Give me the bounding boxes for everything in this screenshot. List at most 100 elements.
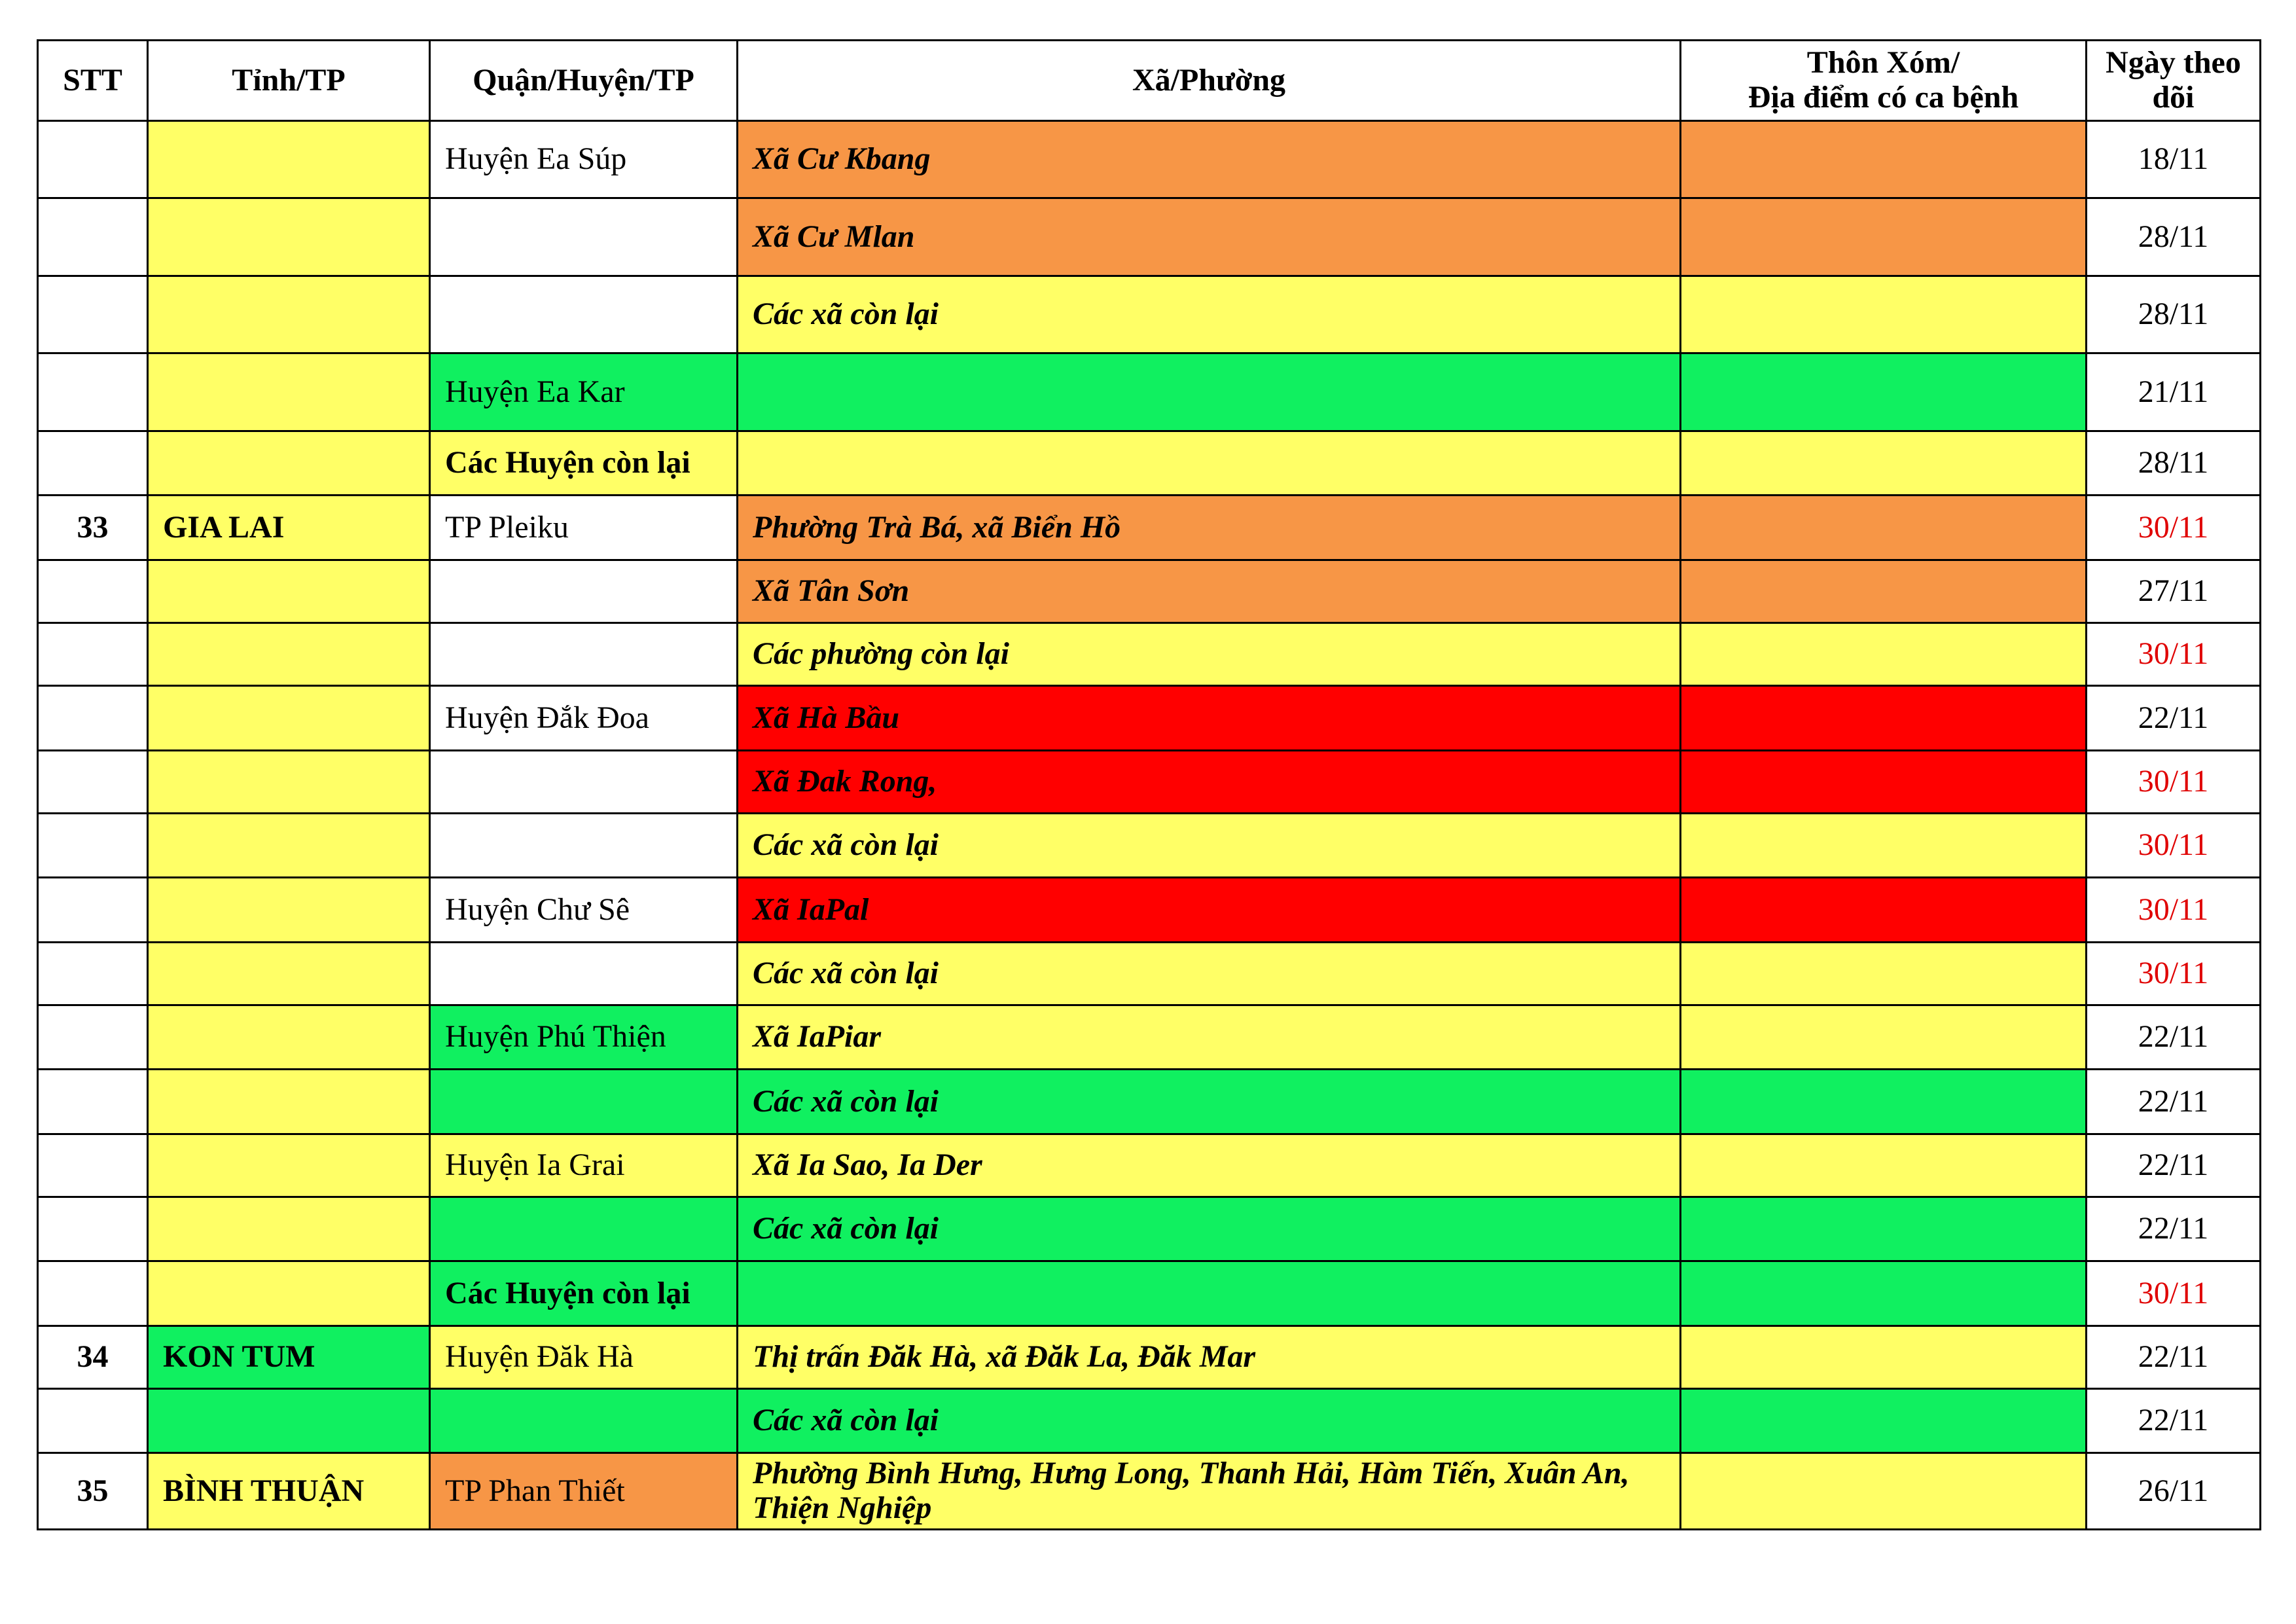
table-cell — [147, 685, 431, 751]
table-cell: Huyện Ea Kar — [429, 352, 738, 432]
table-cell: Các Huyện còn lại — [429, 1260, 738, 1327]
table-cell: Huyện Ea Súp — [429, 120, 738, 199]
table-cell — [1679, 1388, 2087, 1454]
table-cell — [429, 1068, 738, 1135]
table-cell: Huyện Ia Grai — [429, 1133, 738, 1198]
table-cell: Xã Ia Sao, Ia Der — [736, 1133, 1681, 1198]
table-cell — [37, 941, 149, 1006]
table-cell — [1679, 622, 2087, 687]
table-cell: Xã Tân Sơn — [736, 559, 1681, 624]
table-cell — [429, 622, 738, 687]
table-cell — [37, 876, 149, 943]
table-cell: Huyện Phú Thiện — [429, 1004, 738, 1070]
table-cell — [147, 197, 431, 277]
table-cell — [429, 197, 738, 277]
table-cell: Các Huyện còn lại — [429, 430, 738, 496]
table-row: Huyện Chư Sê Xã IaPal 30/11 — [37, 876, 2261, 943]
table-cell — [147, 1260, 431, 1327]
table-cell: 28/11 — [2085, 275, 2261, 354]
column-header: STT — [37, 39, 149, 122]
table-cell — [1679, 1068, 2087, 1135]
table-cell: Thị trấn Đăk Hà, xã Đăk La, Đăk Mar — [736, 1325, 1681, 1390]
table-row: 33 GIA LAI TP Pleiku Phường Trà Bá, xã Biển… — [37, 494, 2261, 561]
table-cell: 26/11 — [2085, 1452, 2261, 1530]
table-cell — [1679, 197, 2087, 277]
table-cell — [147, 812, 431, 878]
table-cell: 30/11 — [2085, 1260, 2261, 1327]
table-row: Huyện Ea Súp Xã Cư Kbang 18/11 — [37, 120, 2261, 199]
table-cell — [37, 430, 149, 496]
table-cell — [1679, 1452, 2087, 1530]
table-cell — [147, 352, 431, 432]
column-header: Thôn Xóm/ Địa điểm có ca bệnh — [1679, 39, 2087, 122]
table-cell — [147, 1388, 431, 1454]
table-cell — [147, 120, 431, 199]
table-cell: 28/11 — [2085, 430, 2261, 496]
table-cell — [1679, 494, 2087, 561]
table-cell: Các xã còn lại — [736, 1068, 1681, 1135]
table-cell: Xã IaPal — [736, 876, 1681, 943]
table-cell — [429, 812, 738, 878]
table-cell: 30/11 — [2085, 941, 2261, 1006]
table-cell: Huyện Chư Sê — [429, 876, 738, 943]
table-cell — [1679, 275, 2087, 354]
table-cell — [37, 1004, 149, 1070]
table-row: Huyện Ia Grai Xã Ia Sao, Ia Der 22/11 — [37, 1133, 2261, 1198]
table-row: Các xã còn lại 22/11 — [37, 1196, 2261, 1262]
table-row: Xã Cư Mlan 28/11 — [37, 197, 2261, 277]
table-cell: 22/11 — [2085, 1004, 2261, 1070]
table-cell: 30/11 — [2085, 812, 2261, 878]
table-cell — [147, 1196, 431, 1262]
table-cell: 21/11 — [2085, 352, 2261, 432]
table-cell — [1679, 685, 2087, 751]
table-cell — [147, 941, 431, 1006]
table-cell — [37, 749, 149, 814]
table-cell — [37, 622, 149, 687]
table-cell: TP Pleiku — [429, 494, 738, 561]
table-cell — [1679, 812, 2087, 878]
table-cell: Các xã còn lại — [736, 275, 1681, 354]
table-body: Huyện Ea Súp Xã Cư Kbang 18/11 Xã Cư Mlan 28… — [37, 120, 2261, 1530]
table-cell — [1679, 1260, 2087, 1327]
table-cell: TP Phan Thiết — [429, 1452, 738, 1530]
table-cell — [429, 1196, 738, 1262]
table-cell — [429, 749, 738, 814]
table-cell: 30/11 — [2085, 622, 2261, 687]
table-cell: 28/11 — [2085, 197, 2261, 277]
table-cell: 30/11 — [2085, 749, 2261, 814]
table-row: 34 KON TUM Huyện Đăk Hà Thị trấn Đăk Hà, xã… — [37, 1325, 2261, 1390]
table-cell: 22/11 — [2085, 1196, 2261, 1262]
table-row: 35 BÌNH THUẬN TP Phan Thiết Phường Bình Hưn… — [37, 1452, 2261, 1530]
table-cell: KON TUM — [147, 1325, 431, 1390]
table-cell — [147, 275, 431, 354]
table-cell — [147, 1133, 431, 1198]
table-cell — [1679, 1004, 2087, 1070]
table-cell — [37, 559, 149, 624]
table-cell: Huyện Đắk Đoa — [429, 685, 738, 751]
table-cell — [147, 876, 431, 943]
table-cell — [429, 941, 738, 1006]
table-cell — [429, 275, 738, 354]
table-cell — [1679, 749, 2087, 814]
table-cell: Xã IaPiar — [736, 1004, 1681, 1070]
table-cell — [147, 1004, 431, 1070]
column-header: Tỉnh/TP — [147, 39, 431, 122]
table-cell: Xã Cư Mlan — [736, 197, 1681, 277]
table-cell — [1679, 430, 2087, 496]
column-header: Ngày theo dõi — [2085, 39, 2261, 122]
table-row: Các Huyện còn lại 28/11 — [37, 430, 2261, 496]
table-cell — [1679, 352, 2087, 432]
table-cell: BÌNH THUẬN — [147, 1452, 431, 1530]
column-header: Xã/Phường — [736, 39, 1681, 122]
table-cell — [736, 352, 1681, 432]
table-cell — [37, 197, 149, 277]
table-cell: 22/11 — [2085, 1388, 2261, 1454]
table-cell — [1679, 1133, 2087, 1198]
table-cell — [37, 352, 149, 432]
table-cell: Xã Đak Rong, — [736, 749, 1681, 814]
table-cell: Huyện Đăk Hà — [429, 1325, 738, 1390]
table-row: Các xã còn lại 22/11 — [37, 1068, 2261, 1135]
table-cell — [429, 559, 738, 624]
